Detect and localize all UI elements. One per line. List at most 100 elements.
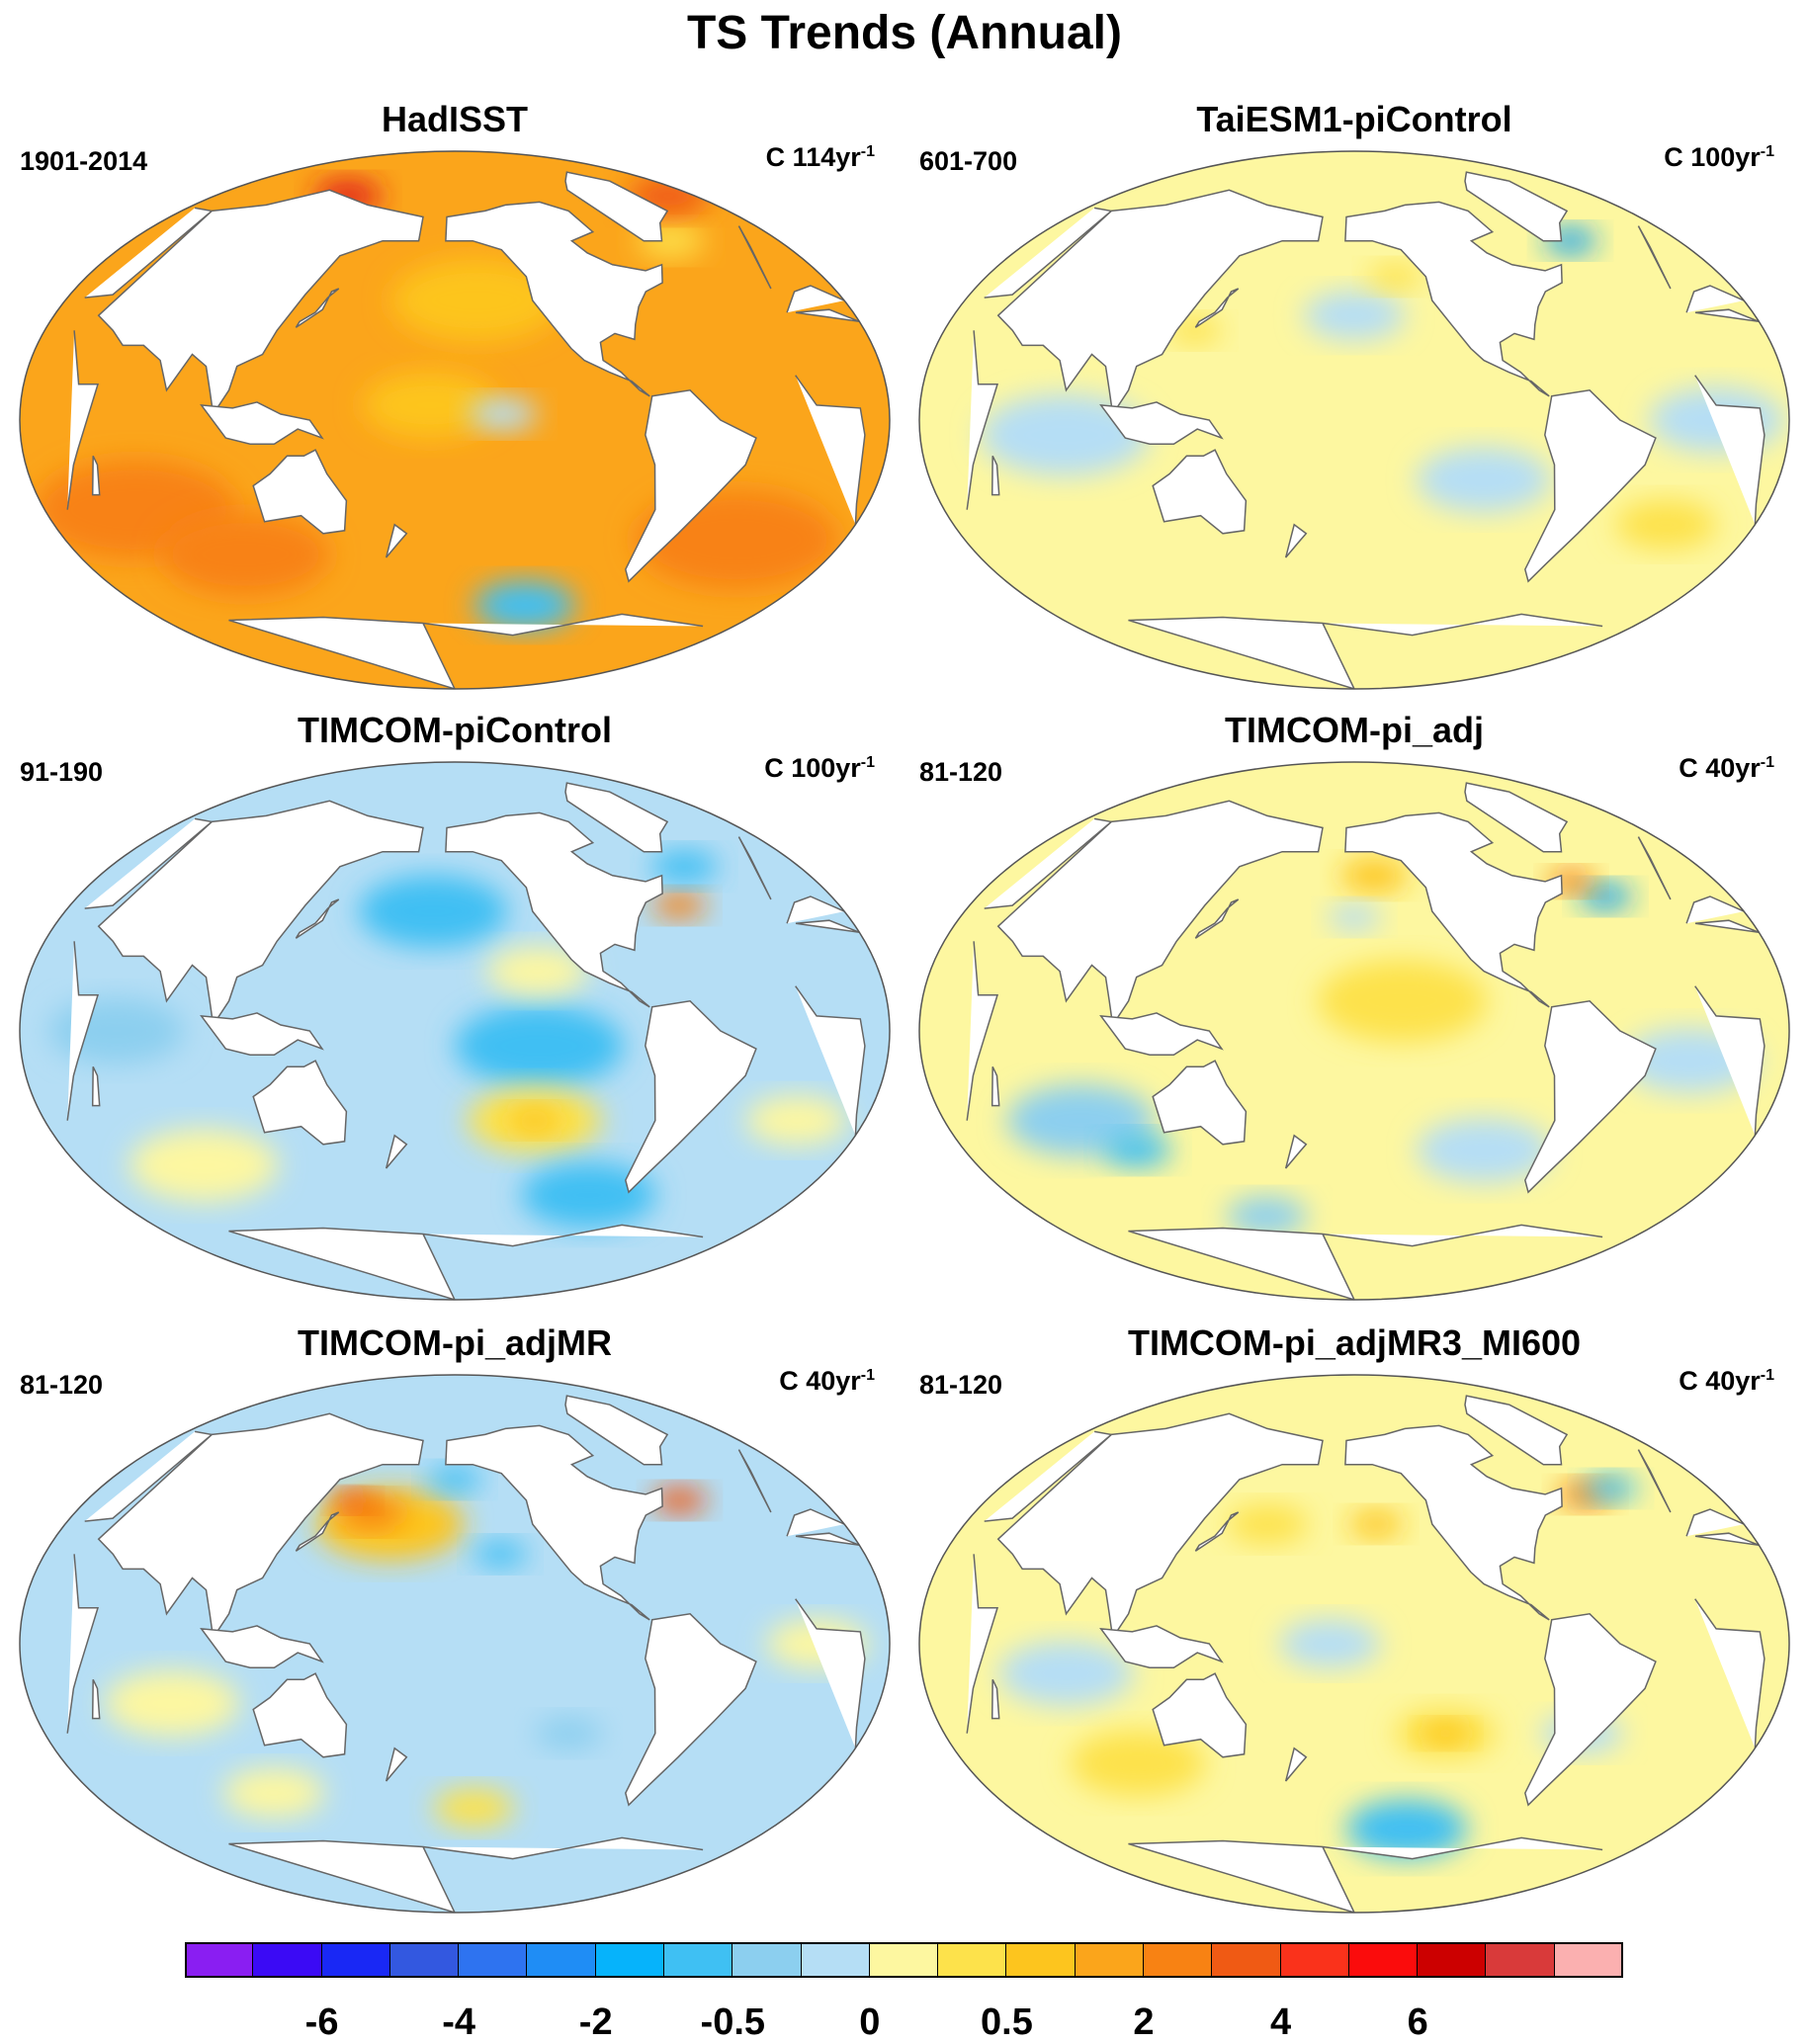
panel-units: C 114yr-1 — [766, 142, 875, 173]
panel-units-text: C 100yr — [764, 753, 861, 783]
trend-anomaly — [998, 1641, 1134, 1707]
land-eurasia-east — [996, 189, 1324, 417]
trend-anomaly — [1103, 1134, 1172, 1167]
trend-anomaly — [1584, 1475, 1638, 1502]
land-north-america — [445, 201, 663, 397]
panel-units-exponent: -1 — [860, 754, 875, 771]
land-australia — [1152, 449, 1248, 535]
colorbar-segment — [459, 1942, 528, 1978]
trend-anomaly — [358, 875, 508, 948]
land-antarctica — [228, 1224, 704, 1300]
land-madagascar — [991, 455, 1000, 496]
trend-anomaly — [160, 513, 330, 596]
land-north-america — [445, 811, 663, 1008]
land-new-zealand — [1284, 1746, 1308, 1782]
trend-anomaly — [521, 1162, 656, 1229]
panel-units-exponent: -1 — [860, 143, 875, 160]
trend-anomaly — [473, 1541, 528, 1568]
trend-anomaly — [474, 580, 576, 631]
land-south-america — [625, 1613, 757, 1807]
land-south-america — [1524, 389, 1657, 583]
land-australia — [252, 1060, 348, 1146]
panel-title: HadISST — [381, 99, 529, 139]
land-japan — [295, 1511, 340, 1552]
land-new-zealand — [385, 1746, 408, 1782]
trend-anomaly — [433, 1788, 515, 1829]
land-madagascar — [91, 1065, 101, 1107]
land-south-america — [625, 389, 757, 583]
panel-title: TIMCOM-pi_adj — [1225, 710, 1484, 750]
trend-anomaly — [1318, 960, 1488, 1043]
map-border — [19, 150, 891, 690]
trend-anomaly — [391, 259, 561, 342]
land-greenland — [564, 171, 669, 242]
colorbar-segment — [1554, 1942, 1623, 1978]
land-africa — [66, 919, 866, 1136]
trend-anomaly — [1615, 499, 1717, 550]
panel-units-text: C 100yr — [1664, 142, 1761, 172]
trend-anomaly — [1417, 1117, 1552, 1184]
colorbar-tick-label: 0 — [859, 2001, 881, 2043]
trend-anomaly — [650, 850, 719, 884]
map-svg — [918, 1374, 1790, 1914]
panel-units: C 40yr-1 — [1679, 1366, 1774, 1397]
land-eurasia-east — [97, 800, 424, 1028]
map-svg — [19, 150, 891, 690]
trend-anomaly — [427, 1466, 482, 1493]
colorbar — [185, 1942, 1623, 1982]
land-indonesia — [1099, 1625, 1224, 1668]
panel-period: 81-120 — [919, 1370, 1003, 1400]
panel-title: TaiESM1-piControl — [1196, 99, 1512, 139]
map-border — [918, 1374, 1790, 1914]
land-indonesia — [1099, 401, 1224, 445]
land-africa — [966, 308, 1766, 525]
land-japan — [295, 288, 340, 328]
map-svg — [918, 150, 1790, 690]
panel-title: TIMCOM-pi_adjMR3_MI600 — [1127, 1322, 1582, 1363]
trend-anomaly — [1368, 263, 1422, 291]
trend-anomaly — [1227, 1504, 1309, 1544]
colorbar-tick-label: 6 — [1407, 2001, 1428, 2043]
land-antarctica — [228, 1836, 704, 1913]
trend-anomaly — [651, 892, 707, 919]
map-panel: TIMCOM-pi_adj 81-120 C 40yr-1 — [909, 710, 1799, 1322]
panel-period: 81-120 — [919, 757, 1003, 787]
trend-anomaly — [104, 1670, 240, 1737]
map-panel: TIMCOM-pi_adjMR3_MI600 81-120 C 40yr-1 — [909, 1322, 1799, 1935]
trend-anomaly — [332, 1490, 374, 1510]
land-south-america — [625, 1000, 757, 1194]
land-north-america — [445, 1424, 663, 1621]
land-new-zealand — [385, 1134, 408, 1169]
panel-units-exponent: -1 — [860, 1367, 875, 1384]
land-eurasia-west — [84, 817, 845, 924]
land-new-zealand — [1284, 523, 1308, 558]
trend-anomaly — [486, 946, 588, 996]
panel-period: 91-190 — [20, 757, 104, 787]
trend-anomaly — [535, 1717, 603, 1750]
land-greenland — [1464, 782, 1569, 853]
panel-units: C 100yr-1 — [1664, 142, 1774, 173]
colorbar-segment — [1212, 1942, 1281, 1978]
land-japan — [1194, 898, 1240, 939]
colorbar-segment — [1486, 1942, 1555, 1978]
colorbar-tick-label: 0.5 — [981, 2001, 1033, 2043]
map-border — [918, 761, 1790, 1301]
map-svg — [19, 761, 891, 1301]
land-australia — [1152, 1672, 1248, 1758]
panel-title: TIMCOM-pi_adjMR — [298, 1322, 612, 1363]
trend-anomaly — [1303, 291, 1406, 341]
land-north-america — [1344, 1424, 1563, 1621]
trend-anomaly — [652, 1487, 707, 1514]
panel-units-text: C 114yr — [765, 142, 861, 172]
land-madagascar — [91, 1678, 101, 1720]
panel-units-text: C 40yr — [1679, 1366, 1761, 1396]
panel-units-exponent: -1 — [1760, 143, 1774, 160]
trend-anomaly — [1345, 1799, 1468, 1859]
colorbar-segment — [664, 1942, 733, 1978]
land-greenland — [1464, 1395, 1569, 1466]
trend-anomaly — [1226, 1196, 1308, 1236]
land-eurasia-west — [984, 207, 1745, 313]
map-panel: TIMCOM-piControl 91-190 C 100yr-1 — [10, 710, 900, 1322]
trend-anomaly — [48, 997, 185, 1065]
land-eurasia-east — [97, 189, 424, 417]
